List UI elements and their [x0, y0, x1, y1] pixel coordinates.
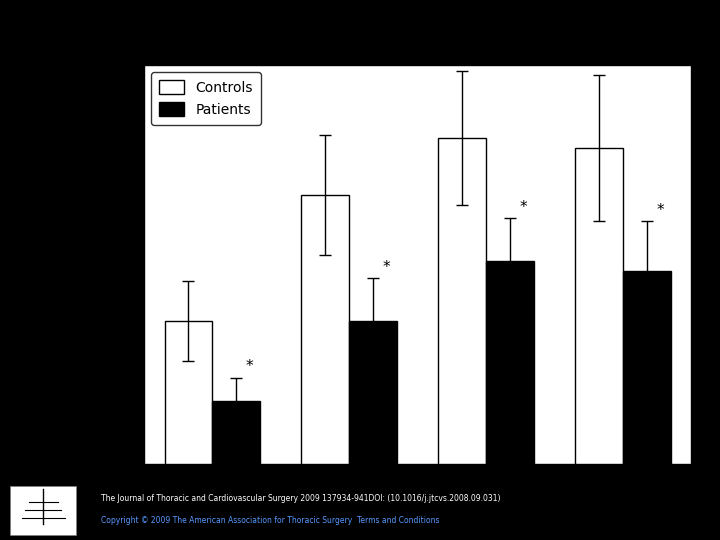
Text: Copyright © 2009 The American Association for Thoracic Surgery  Terms and Condit: Copyright © 2009 The American Associatio… [101, 516, 439, 525]
Text: ELSEVIER: ELSEVIER [27, 527, 60, 532]
Bar [438, 138, 486, 464]
Text: *: * [246, 360, 253, 375]
Legend: Controls, Patients: Controls, Patients [151, 72, 261, 125]
Text: *: * [657, 203, 664, 218]
Bar [301, 195, 349, 464]
Bar [575, 148, 623, 464]
Bar [212, 401, 261, 464]
Text: *: * [383, 260, 390, 275]
Text: Figure 3: Figure 3 [329, 19, 391, 34]
Bar [164, 321, 212, 464]
Text: *: * [520, 200, 527, 215]
Bar [486, 261, 534, 464]
Bar [349, 321, 397, 464]
Bar [623, 271, 671, 464]
Y-axis label: Protein C (% Activity): Protein C (% Activity) [89, 191, 102, 339]
Text: The Journal of Thoracic and Cardiovascular Surgery 2009 137934-941DOI: (10.1016/: The Journal of Thoracic and Cardiovascul… [101, 494, 500, 503]
